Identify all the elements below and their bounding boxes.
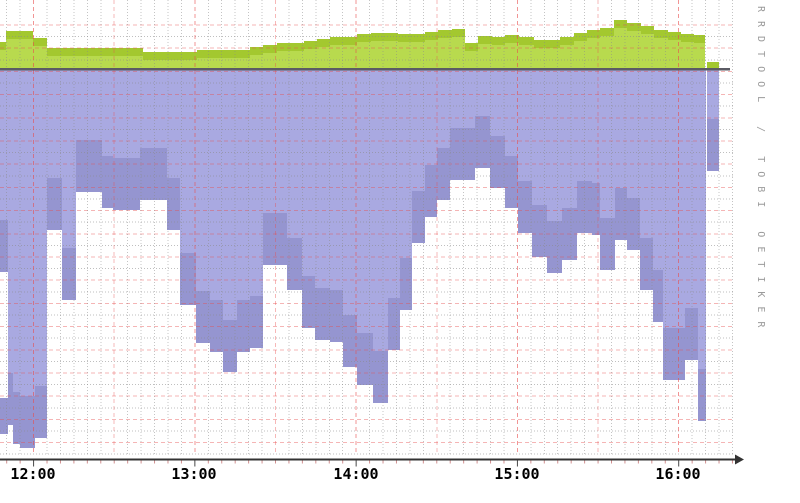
x-axis-label: 14:00 [333,465,378,483]
x-axis-labels: 12:00 13:00 14:00 15:00 16:00 [10,465,700,483]
x-axis-label: 15:00 [494,465,539,483]
x-axis-label: 13:00 [171,465,216,483]
series-layer [0,20,719,448]
hrule-layer [0,68,730,71]
x-axis [0,454,744,467]
x-axis-label: 16:00 [655,465,700,483]
watermark: RRDTOOL / TOBI OETIKER [755,6,766,337]
x-axis-label: 12:00 [10,465,55,483]
grid-layer [0,0,734,455]
